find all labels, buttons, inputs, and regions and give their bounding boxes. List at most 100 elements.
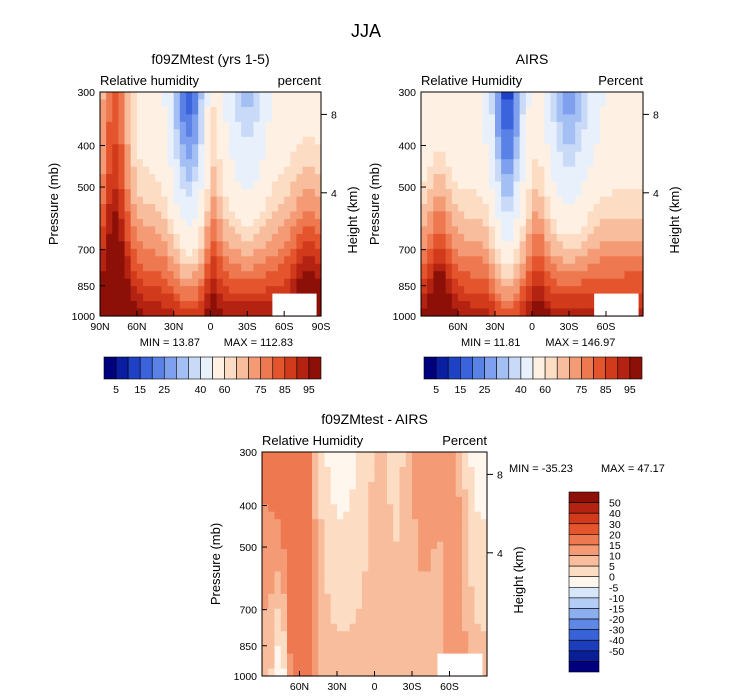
heatmap-cell [474, 578, 482, 587]
heatmap-cell [124, 121, 132, 130]
heatmap-cell [443, 623, 451, 632]
colorbar-label: 75 [576, 384, 588, 396]
heatmap-cell [216, 114, 224, 123]
heatmap-cell [606, 196, 613, 205]
heatmap-cell [421, 106, 428, 115]
heatmap-cell [433, 293, 441, 302]
heatmap-cell [299, 526, 307, 535]
heatmap-cell [296, 106, 304, 115]
heatmap-cell [265, 189, 273, 198]
y2-tick-label: 4 [497, 548, 503, 560]
heatmap-cell [247, 301, 255, 310]
heatmap-cell [418, 466, 426, 475]
heatmap-cell [280, 459, 288, 468]
heatmap-cell [161, 151, 169, 160]
heatmap-cell [330, 549, 338, 558]
heatmap-cell [124, 248, 132, 257]
heatmap-cell [106, 278, 113, 287]
heatmap-cell [280, 496, 288, 505]
heatmap-cell [581, 301, 589, 310]
x-tick-label: 30S [238, 321, 257, 333]
heatmap-cell [482, 248, 490, 257]
heatmap-cell [302, 129, 310, 138]
heatmap-cell [544, 151, 552, 160]
heatmap-cell [525, 144, 533, 153]
heatmap-cell [433, 196, 441, 205]
heatmap-cell [464, 204, 471, 213]
heatmap-cell [599, 263, 607, 272]
heatmap-cell [593, 226, 601, 235]
heatmap-cell [525, 301, 533, 310]
heatmap-cell [488, 278, 496, 287]
heatmap-cell [618, 144, 626, 153]
heatmap-cell [624, 106, 632, 115]
heatmap-cell [185, 106, 193, 115]
heatmap-cell [458, 121, 465, 130]
heatmap-cell [458, 286, 465, 295]
heatmap-cell [173, 308, 181, 317]
heatmap-cell [112, 308, 120, 317]
x-tick-label: 30N [164, 321, 183, 333]
heatmap-cell [480, 661, 488, 670]
heatmap-cell [179, 136, 187, 145]
heatmap-cell [247, 241, 255, 250]
heatmap-cell [458, 136, 465, 145]
heatmap-cell [314, 211, 322, 220]
heatmap-cell [618, 248, 626, 257]
heatmap-cell [474, 541, 482, 550]
heatmap-cell [100, 159, 107, 168]
heatmap-cell [106, 196, 113, 205]
heatmap-cell [525, 181, 533, 190]
heatmap-cell [606, 226, 613, 235]
heatmap-cell [312, 571, 319, 580]
heatmap-cell [374, 593, 382, 602]
heatmap-cell [299, 578, 307, 587]
heatmap-cell [185, 241, 193, 250]
heatmap-cell [247, 181, 255, 190]
heatmap-cell [204, 196, 212, 205]
heatmap-cell [501, 136, 508, 145]
heatmap-cell [262, 586, 269, 595]
heatmap-cell [636, 301, 644, 310]
heatmap-cell [480, 459, 488, 468]
heatmap-cell [349, 541, 357, 550]
heatmap-cell [433, 271, 441, 280]
heatmap-cell [464, 271, 471, 280]
heatmap-cell [155, 293, 162, 302]
heatmap-cell [210, 263, 218, 272]
heatmap-cell [368, 474, 376, 483]
heatmap-cell [262, 556, 269, 565]
heatmap-cell [636, 293, 644, 302]
heatmap-cell [501, 286, 508, 295]
heatmap-cell [575, 308, 582, 317]
heatmap-cell [198, 144, 205, 153]
heatmap-cell [198, 308, 205, 317]
heatmap-cell [330, 601, 338, 610]
heatmap-cell [587, 286, 595, 295]
heatmap-cell [222, 301, 230, 310]
heatmap-cell [421, 301, 428, 310]
heatmap-cell [519, 241, 527, 250]
heatmap-cell [612, 204, 619, 213]
heatmap-cell [458, 129, 465, 138]
heatmap-cell [421, 263, 428, 272]
heatmap-cell [476, 286, 484, 295]
heatmap-cell [330, 481, 338, 490]
heatmap-cell [130, 92, 138, 101]
heatmap-cell [149, 241, 156, 250]
heatmap-cell [118, 174, 126, 183]
heatmap-cell [575, 301, 582, 310]
heatmap-cell [179, 159, 187, 168]
colorbar-label: 25 [479, 384, 491, 396]
heatmap-cell [100, 233, 107, 242]
heatmap-cell [443, 631, 451, 640]
heatmap-cell [624, 196, 632, 205]
heatmap-cell [318, 631, 326, 640]
colorbar-swatch [568, 491, 600, 503]
heatmap-cell [630, 204, 638, 213]
heatmap-cell [418, 601, 426, 610]
heatmap-cell [581, 114, 589, 123]
heatmap-cell [293, 474, 301, 483]
heatmap-cell [544, 226, 552, 235]
heatmap-cell [550, 159, 558, 168]
